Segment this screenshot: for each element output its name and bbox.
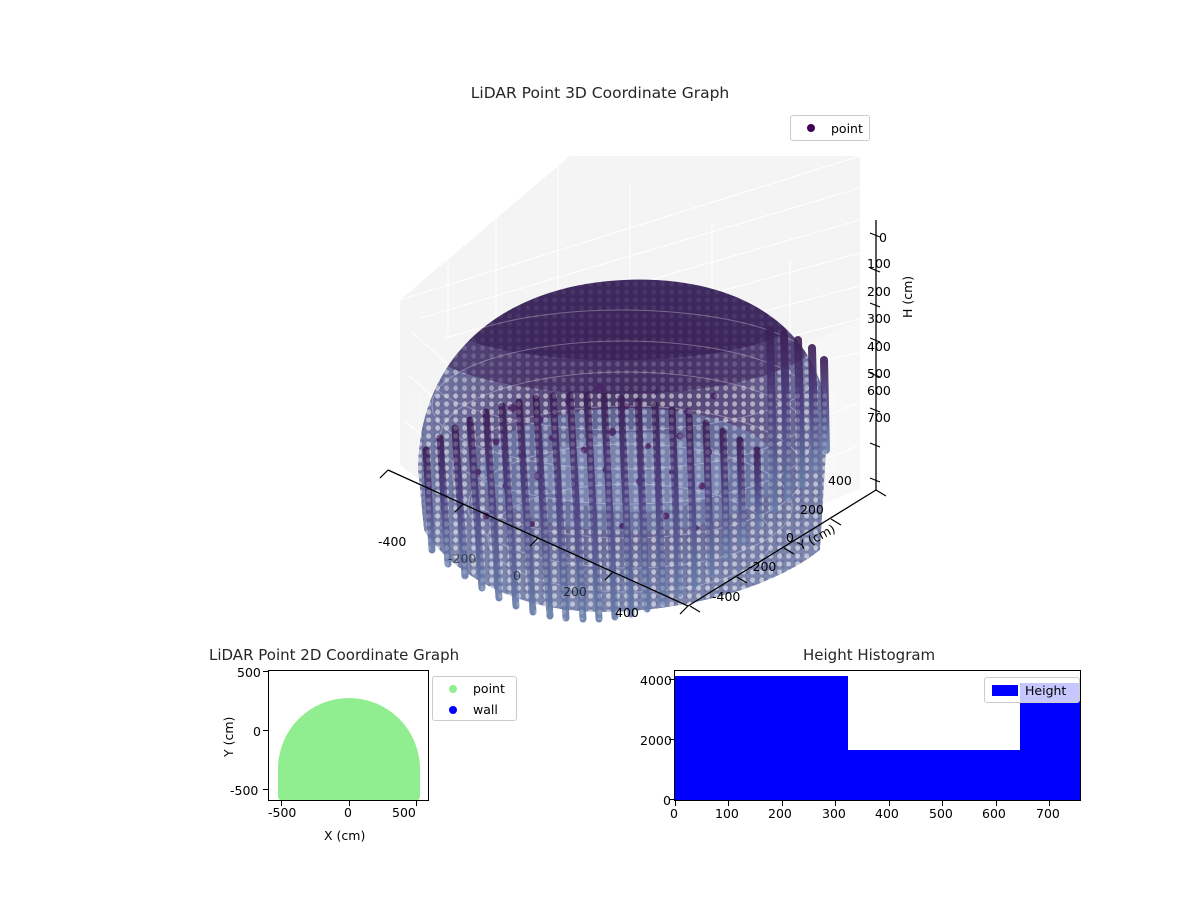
x2d-tick-0: 0 — [344, 805, 352, 820]
hist-y-tickmark-0 — [669, 799, 674, 800]
x-tick--400: -400 — [378, 534, 407, 549]
z-tick-300: 300 — [867, 311, 891, 326]
legend-2d-label-wall: wall — [473, 702, 498, 717]
legend-3d-entry-point[interactable]: point — [791, 116, 869, 140]
x2d-tick--500: -500 — [268, 805, 297, 820]
z-axis-label: H (cm) — [900, 275, 915, 318]
y-tick--200: -200 — [748, 559, 777, 574]
hist-x-tickmark-0 — [675, 801, 676, 806]
legend-histogram-entry-height[interactable]: Height — [985, 678, 1079, 702]
hist-y-tickmark-2000 — [669, 739, 674, 740]
hist-y-tick-4000: 4000 — [640, 673, 672, 688]
legend-2d-entry-wall[interactable]: wall — [433, 699, 516, 720]
hist-x-tickmark-500 — [942, 801, 943, 806]
y-tick-400: 400 — [828, 473, 852, 488]
point-cloud-2d-region — [278, 698, 420, 800]
y2d-tickmark-500 — [263, 671, 268, 672]
hist-x-tick-500: 500 — [929, 806, 953, 821]
y2d-tick-500: 500 — [237, 665, 261, 680]
height-bar-swatch-icon — [985, 684, 1025, 696]
histogram-bar-1 — [848, 750, 1020, 800]
hist-x-tick-600: 600 — [982, 806, 1006, 821]
z-tick-400: 400 — [867, 339, 891, 354]
hist-x-tick-200: 200 — [768, 806, 792, 821]
x-tick-200: 200 — [563, 584, 587, 599]
x2d-tickmark--500 — [281, 801, 282, 806]
z-tick-0: 0 — [879, 230, 887, 245]
hist-x-tickmark-100 — [728, 801, 729, 806]
legend-2d-entry-point[interactable]: point — [433, 678, 516, 699]
hist-y-tick-2000: 2000 — [640, 733, 672, 748]
x2d-tickmark-0 — [349, 801, 350, 806]
y-tick-0: 0 — [786, 530, 794, 545]
legend-histogram-label-height: Height — [1025, 682, 1067, 698]
wall-marker-icon — [433, 705, 473, 714]
point-color-swatch — [807, 124, 815, 132]
hist-y-tickmark-4000 — [669, 679, 674, 680]
hist-x-tickmark-300 — [835, 801, 836, 806]
y-axis-ticks — [689, 489, 887, 613]
z-tick-100: 100 — [867, 256, 891, 271]
legend-3d[interactable]: point — [790, 115, 870, 141]
y-tick-200: 200 — [800, 502, 824, 517]
y2d-tickmark-0 — [263, 730, 268, 731]
x-axis-ticks — [379, 469, 689, 615]
y2d-tick--500: -500 — [230, 783, 259, 798]
lidar-point-cloud — [410, 279, 840, 623]
y-tick--400: -400 — [712, 589, 741, 604]
hist-y-tick-0: 0 — [663, 793, 671, 808]
legend-2d[interactable]: point wall — [432, 676, 517, 721]
lidar-3d-axes[interactable] — [300, 120, 940, 640]
x2d-tick-500: 500 — [392, 805, 416, 820]
y2d-tick-0: 0 — [253, 724, 261, 739]
point-marker-icon-2d — [433, 684, 473, 693]
hist-x-tickmark-200 — [782, 801, 783, 806]
hist-x-tick-0: 0 — [670, 806, 678, 821]
wall-color-swatch — [449, 705, 457, 714]
hist-x-tick-100: 100 — [715, 806, 739, 821]
x-tick-400: 400 — [615, 605, 639, 620]
chart-2d-title: LiDAR Point 2D Coordinate Graph — [209, 646, 460, 664]
y2d-tickmark--500 — [263, 789, 268, 790]
hist-x-tickmark-400 — [889, 801, 890, 806]
legend-3d-label-point: point — [831, 120, 863, 136]
x-axis-label-2d: X (cm) — [324, 828, 366, 843]
z-tick-200: 200 — [867, 284, 891, 299]
legend-histogram[interactable]: Height — [984, 677, 1080, 703]
legend-2d-label-point: point — [473, 681, 505, 696]
y-axis-label-2d: Y (cm) — [221, 716, 236, 757]
x2d-tickmark-500 — [416, 801, 417, 806]
hist-x-tickmark-700 — [1049, 801, 1050, 806]
lidar-3d-canvas — [379, 155, 887, 623]
point-marker-icon — [791, 124, 831, 132]
histogram-bar-0 — [675, 676, 848, 800]
x-tick--200: -200 — [448, 551, 477, 566]
point-color-swatch-2d — [449, 684, 457, 693]
z-tick-600: 600 — [867, 383, 891, 398]
height-color-swatch — [992, 684, 1018, 696]
hist-x-tick-400: 400 — [875, 806, 899, 821]
hist-x-tick-300: 300 — [822, 806, 846, 821]
histogram-title: Height Histogram — [803, 646, 936, 664]
z-tick-500: 500 — [867, 366, 891, 381]
lidar-2d-axes[interactable] — [268, 670, 429, 801]
x-tick-0: 0 — [513, 568, 521, 583]
hist-x-tick-700: 700 — [1036, 806, 1060, 821]
chart-3d-title: LiDAR Point 3D Coordinate Graph — [470, 84, 730, 102]
hist-x-tickmark-600 — [996, 801, 997, 806]
z-axis-ticks — [869, 232, 881, 483]
z-tick-700: 700 — [867, 410, 891, 425]
